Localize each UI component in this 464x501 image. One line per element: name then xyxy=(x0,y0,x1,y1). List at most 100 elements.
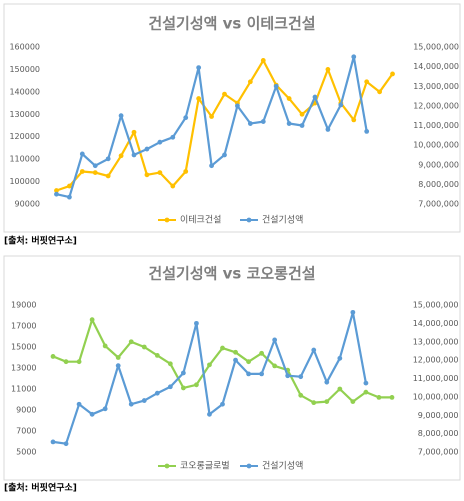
data-point xyxy=(299,111,305,117)
data-point xyxy=(141,344,147,350)
data-point xyxy=(63,359,69,365)
y-tick-label: 100000 xyxy=(9,177,40,186)
data-point xyxy=(118,153,124,159)
data-point xyxy=(247,121,253,126)
y-tick-label: 120000 xyxy=(9,132,40,141)
source: [출처: 버핏연구소] xyxy=(4,235,77,247)
data-point xyxy=(364,128,370,134)
data-point xyxy=(170,134,176,140)
data-point xyxy=(128,401,134,407)
legend-label: 이테크건설 xyxy=(180,215,221,226)
y2-tick-label: 7,000,000 xyxy=(418,448,459,457)
data-point xyxy=(50,354,56,359)
data-point xyxy=(350,399,356,404)
data-point xyxy=(50,439,56,445)
data-point xyxy=(183,115,189,121)
chart-frame xyxy=(3,3,461,233)
data-point xyxy=(144,172,150,178)
data-point xyxy=(260,58,266,63)
y2-tick-label: 10,000,000 xyxy=(413,392,459,401)
y-tick-label: 7000 xyxy=(16,427,36,436)
data-point xyxy=(324,379,330,385)
source: [출처: 버핏연구소] xyxy=(4,482,77,494)
data-point xyxy=(131,129,137,135)
data-point xyxy=(338,102,344,108)
data-point xyxy=(194,320,199,326)
data-point xyxy=(63,441,69,447)
data-point xyxy=(337,386,343,392)
data-point xyxy=(66,183,72,189)
data-point xyxy=(298,374,304,380)
y-tick-label: 9000 xyxy=(16,406,36,415)
data-point xyxy=(363,389,369,395)
data-point xyxy=(246,371,251,377)
y-tick-label: 5000 xyxy=(16,448,36,457)
data-point xyxy=(180,370,186,376)
data-point xyxy=(167,384,173,390)
data-point xyxy=(167,361,173,367)
y-tick-label: 140000 xyxy=(9,87,40,96)
data-point xyxy=(235,103,240,109)
y-tick-label: 17000 xyxy=(11,322,36,331)
data-point xyxy=(157,139,163,145)
data-point xyxy=(246,359,251,365)
data-point xyxy=(390,71,395,77)
data-point xyxy=(54,188,59,193)
data-point xyxy=(92,170,98,176)
data-point xyxy=(170,183,176,189)
y-tick-label: 150000 xyxy=(9,65,40,74)
data-point xyxy=(102,406,108,412)
chart-title: 건설기성액 vs 이테크건설 xyxy=(148,15,315,33)
data-point xyxy=(222,152,227,158)
y2-tick-label: 12,000,000 xyxy=(413,356,459,365)
y2-tick-label: 7,000,000 xyxy=(418,200,459,209)
y2-tick-label: 11,000,000 xyxy=(413,121,459,130)
y2-tick-label: 13,000,000 xyxy=(413,337,459,346)
data-point xyxy=(196,96,202,101)
y2-tick-label: 14,000,000 xyxy=(413,62,459,71)
data-point xyxy=(209,114,214,119)
y-tick-label: 130000 xyxy=(9,110,40,119)
data-point xyxy=(312,94,318,100)
y2-tick-label: 12,000,000 xyxy=(413,101,459,110)
y2-tick-label: 8,000,000 xyxy=(418,429,459,438)
data-point xyxy=(376,395,382,400)
data-point xyxy=(183,169,189,174)
data-point xyxy=(389,395,395,400)
data-point xyxy=(350,309,356,315)
legend-marker xyxy=(246,463,252,469)
y-tick-label: 15000 xyxy=(11,343,36,352)
data-point xyxy=(324,399,330,404)
data-point xyxy=(157,170,163,176)
data-point xyxy=(144,146,150,152)
legend-marker xyxy=(164,217,170,223)
data-point xyxy=(220,345,225,351)
data-point xyxy=(92,163,98,169)
legend-label: 코오롱글로벌 xyxy=(180,461,230,472)
y-tick-label: 110000 xyxy=(9,155,40,164)
data-point xyxy=(351,117,357,123)
data-point xyxy=(272,337,278,343)
y-tick-label: 160000 xyxy=(9,43,40,52)
chart-frame xyxy=(3,255,461,481)
data-point xyxy=(76,401,82,407)
data-point xyxy=(105,173,111,179)
data-point xyxy=(259,350,265,356)
data-point xyxy=(128,339,134,345)
data-point xyxy=(325,67,331,72)
y2-tick-label: 14,000,000 xyxy=(413,319,459,328)
data-point xyxy=(247,79,253,85)
chart-title: 건설기성액 vs 코오롱건설 xyxy=(148,265,315,283)
data-point xyxy=(233,357,238,363)
data-point xyxy=(299,123,305,128)
data-point xyxy=(207,411,212,417)
data-point xyxy=(141,398,147,403)
y2-tick-label: 13,000,000 xyxy=(413,82,459,91)
data-point xyxy=(154,390,160,396)
data-point xyxy=(54,191,59,197)
data-point xyxy=(89,317,95,323)
y2-tick-label: 15,000,000 xyxy=(413,301,459,310)
y-tick-label: 11000 xyxy=(11,385,36,394)
data-point xyxy=(115,363,121,369)
data-point xyxy=(259,371,265,377)
